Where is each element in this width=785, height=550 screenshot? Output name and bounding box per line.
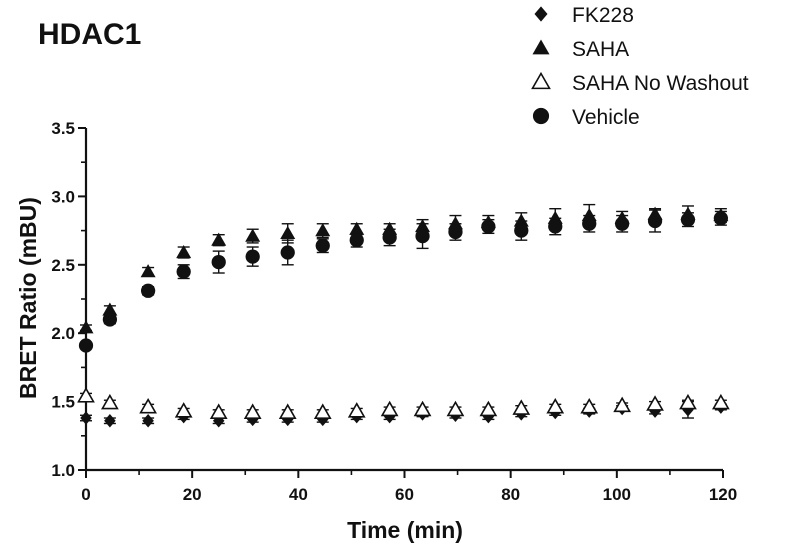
point-vehicle — [647, 213, 663, 229]
error-bars — [80, 203, 727, 425]
x-tick-label: 20 — [183, 485, 202, 504]
point-vehicle — [211, 254, 226, 270]
point-vehicle — [448, 224, 463, 240]
point-vehicle — [680, 212, 696, 227]
legend-label-vehicle: Vehicle — [572, 106, 640, 129]
x-tick-label: 40 — [289, 485, 308, 504]
point-vehicle — [615, 216, 630, 231]
point-saha-no-washout — [77, 387, 95, 403]
legend-label-fk228: FK228 — [572, 4, 634, 27]
legend-marker-saha — [532, 39, 550, 55]
point-saha-no-washout — [347, 402, 366, 418]
point-fk228 — [649, 404, 661, 418]
point-vehicle — [78, 338, 94, 353]
point-vehicle — [582, 216, 597, 231]
point-fk228 — [104, 414, 116, 428]
x-tick-label: 80 — [501, 485, 520, 504]
point-saha-no-washout — [101, 393, 119, 410]
point-saha-no-washout — [613, 396, 632, 413]
x-axis-title: Time (min) — [347, 517, 463, 543]
point-vehicle — [140, 283, 156, 298]
y-tick-label: 2.0 — [51, 324, 75, 343]
legend-label-saha: SAHA — [572, 38, 629, 61]
point-vehicle — [245, 249, 260, 264]
point-vehicle — [415, 228, 430, 244]
x-tick-label: 100 — [603, 485, 631, 504]
point-saha — [245, 228, 261, 242]
point-vehicle — [280, 245, 295, 260]
point-saha-no-washout — [479, 400, 498, 417]
point-saha — [315, 223, 331, 237]
point-vehicle — [102, 312, 118, 327]
point-saha-no-washout — [512, 399, 531, 415]
point-saha — [513, 213, 529, 227]
point-fk228 — [80, 411, 92, 425]
point-saha — [280, 225, 296, 239]
y-axis-title: BRET Ratio (mBU) — [15, 197, 41, 399]
y-tick-label: 2.5 — [51, 256, 75, 275]
point-vehicle — [176, 264, 191, 279]
point-saha-no-washout — [446, 400, 465, 417]
point-saha-no-washout — [679, 393, 697, 410]
point-saha — [78, 320, 94, 334]
point-saha-no-washout — [209, 403, 228, 419]
point-vehicle — [315, 238, 330, 253]
point-vehicle — [514, 223, 529, 238]
point-saha-no-washout — [580, 397, 599, 414]
data-markers — [77, 206, 730, 428]
legend-marker-fk228 — [534, 6, 548, 22]
y-tick-label: 1.5 — [51, 393, 75, 412]
legend: FK228 SAHA SAHA No Washout Vehicle — [531, 4, 749, 129]
point-saha-no-washout — [139, 397, 157, 414]
point-saha-no-washout — [313, 403, 332, 419]
point-saha-no-washout — [413, 400, 432, 417]
point-saha — [102, 302, 118, 316]
x-tick-label: 60 — [395, 485, 414, 504]
x-tick-label: 120 — [709, 485, 737, 504]
legend-marker-saha-no-washout — [531, 71, 551, 90]
point-saha — [176, 244, 192, 259]
point-saha-no-washout — [646, 395, 664, 411]
legend-marker-vehicle — [532, 107, 550, 125]
point-saha-no-washout — [174, 402, 193, 418]
legend-label-saha-no-washout: SAHA No Washout — [572, 72, 749, 95]
point-saha — [211, 232, 227, 246]
axes: 1.0 1.5 2.0 2.5 3.0 3.5 0 20 40 60 80 100 120 — [51, 119, 737, 504]
point-saha — [140, 264, 156, 278]
point-vehicle — [548, 219, 563, 234]
point-vehicle — [481, 219, 496, 234]
point-saha-no-washout — [711, 393, 730, 410]
point-saha-no-washout — [278, 403, 297, 419]
chart-title: HDAC1 — [38, 18, 141, 51]
point-saha-no-washout — [243, 403, 262, 419]
point-vehicle — [382, 230, 397, 245]
point-saha — [415, 218, 431, 233]
y-tick-label: 3.0 — [51, 187, 75, 206]
point-saha-no-washout — [380, 400, 399, 417]
x-tick-label: 0 — [81, 485, 90, 504]
point-saha-no-washout — [546, 397, 565, 414]
y-tick-label: 1.0 — [51, 461, 75, 480]
point-vehicle — [349, 233, 364, 248]
point-vehicle — [713, 211, 729, 226]
y-tick-label: 3.5 — [51, 119, 75, 138]
point-saha — [349, 221, 365, 235]
point-fk228 — [142, 414, 154, 428]
